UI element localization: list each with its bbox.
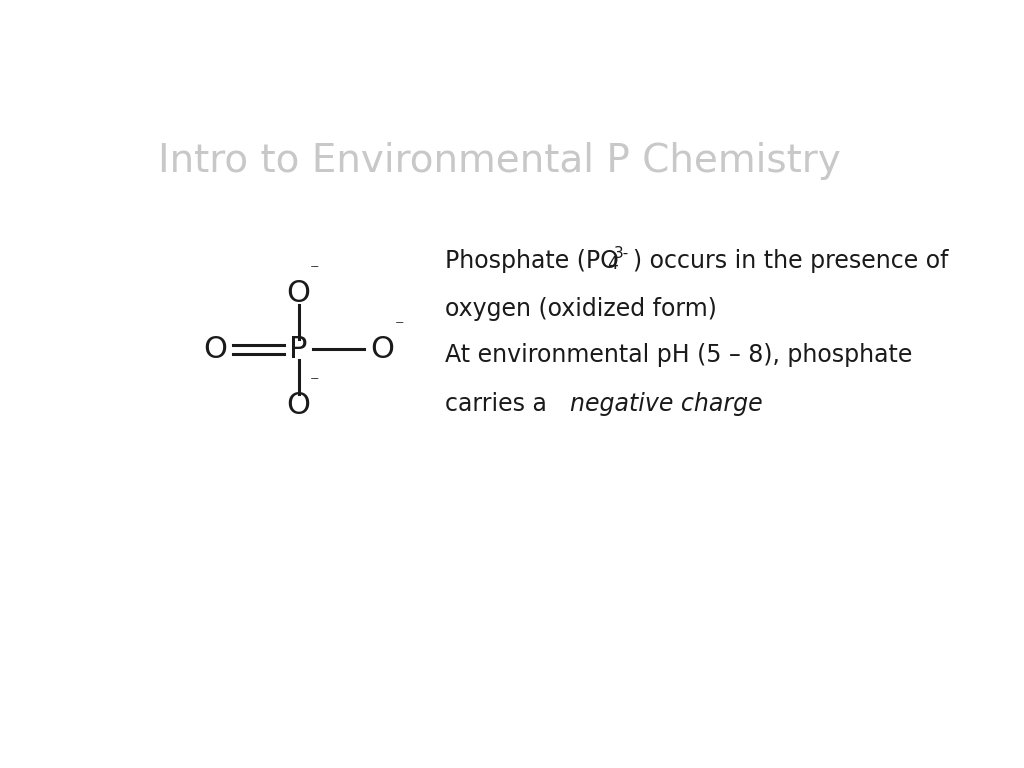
Text: ⁻: ⁻: [394, 318, 404, 336]
Text: Intro to Environmental P Chemistry: Intro to Environmental P Chemistry: [158, 142, 841, 180]
Text: O: O: [287, 279, 310, 308]
Text: 3-: 3-: [614, 246, 630, 261]
Text: ⁻: ⁻: [309, 262, 319, 280]
Text: ) occurs in the presence of: ) occurs in the presence of: [634, 249, 949, 273]
Text: carries a: carries a: [445, 392, 555, 416]
Text: O: O: [287, 391, 310, 420]
Text: ⁻: ⁻: [309, 374, 319, 392]
Text: negative charge: negative charge: [569, 392, 762, 416]
Text: 4: 4: [607, 255, 617, 273]
Text: oxygen (oxidized form): oxygen (oxidized form): [445, 297, 718, 321]
Text: Phosphate (PO: Phosphate (PO: [445, 249, 620, 273]
Text: P: P: [290, 335, 308, 364]
Text: At environmental pH (5 – 8), phosphate: At environmental pH (5 – 8), phosphate: [445, 343, 912, 368]
Text: O: O: [204, 335, 227, 364]
Text: O: O: [370, 335, 394, 364]
